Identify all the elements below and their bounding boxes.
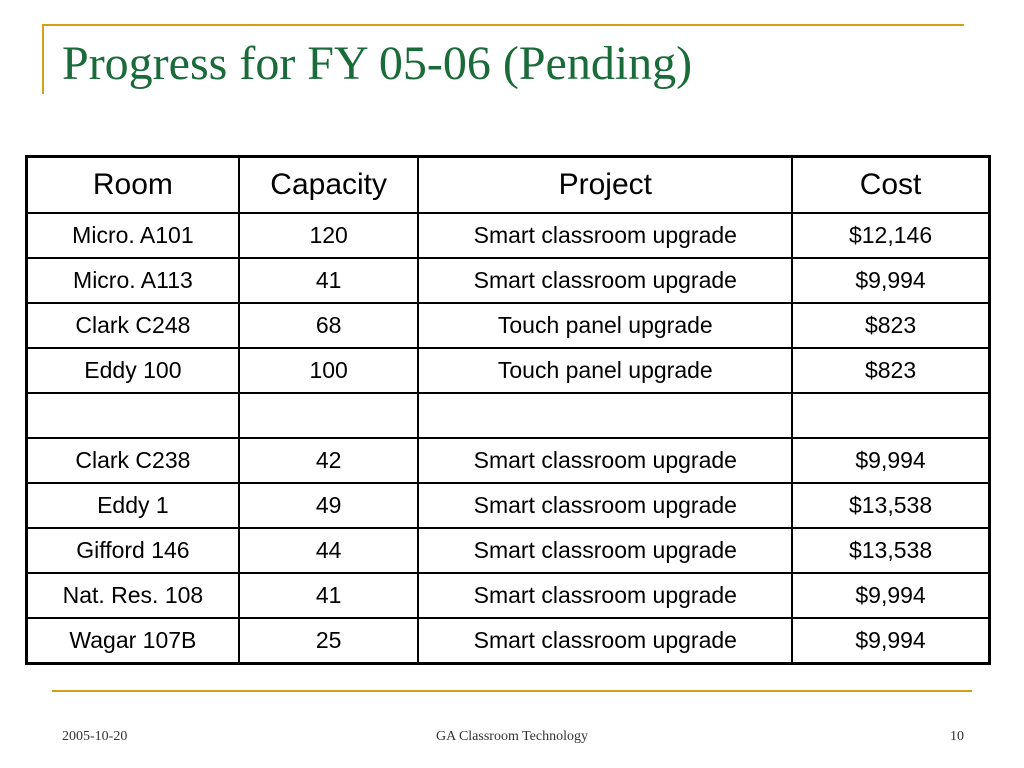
table-row: Micro. A113 41 Smart classroom upgrade $… <box>25 257 991 304</box>
cell-capacity: 100 <box>237 347 420 394</box>
cell-project: Smart classroom upgrade <box>417 437 794 484</box>
frame-left-rule <box>42 24 44 94</box>
cell-room: Nat. Res. 108 <box>25 572 240 619</box>
cell-project: Touch panel upgrade <box>417 347 794 394</box>
cell-room: Eddy 1 <box>25 482 240 529</box>
cell-project: Smart classroom upgrade <box>417 617 794 665</box>
header-room: Room <box>25 155 240 214</box>
cell-room: Micro. A113 <box>25 257 240 304</box>
cell-room: Eddy 100 <box>25 347 240 394</box>
slide-title: Progress for FY 05-06 (Pending) <box>62 37 693 90</box>
footer-title: GA Classroom Technology <box>436 729 588 744</box>
header-cost: Cost <box>791 155 991 214</box>
table-row: Clark C238 42 Smart classroom upgrade $9… <box>25 437 991 484</box>
cell-cost: $9,994 <box>791 617 991 665</box>
page-number: 10 <box>950 729 964 744</box>
cell-capacity: 42 <box>237 437 420 484</box>
cell-capacity: 68 <box>237 302 420 349</box>
cell-room <box>25 392 240 439</box>
cell-capacity <box>237 392 420 439</box>
progress-table: Room Capacity Project Cost Micro. A101 1… <box>25 155 991 665</box>
table-row-empty <box>25 392 991 439</box>
cell-cost: $13,538 <box>791 482 991 529</box>
cell-room: Gifford 146 <box>25 527 240 574</box>
cell-room: Wagar 107B <box>25 617 240 665</box>
cell-capacity: 41 <box>237 257 420 304</box>
cell-cost <box>791 392 991 439</box>
table-row: Eddy 1 49 Smart classroom upgrade $13,53… <box>25 482 991 529</box>
cell-project: Smart classroom upgrade <box>417 572 794 619</box>
cell-cost: $9,994 <box>791 572 991 619</box>
cell-cost: $823 <box>791 302 991 349</box>
cell-cost: $9,994 <box>791 257 991 304</box>
frame-top-rule <box>42 24 964 26</box>
cell-project: Touch panel upgrade <box>417 302 794 349</box>
table-row: Wagar 107B 25 Smart classroom upgrade $9… <box>25 617 991 665</box>
cell-project <box>417 392 794 439</box>
cell-project: Smart classroom upgrade <box>417 527 794 574</box>
footer-rule <box>52 690 972 692</box>
cell-room: Micro. A101 <box>25 212 240 259</box>
footer-date: 2005-10-20 <box>62 729 128 744</box>
cell-cost: $9,994 <box>791 437 991 484</box>
cell-capacity: 25 <box>237 617 420 665</box>
table-row: Eddy 100 100 Touch panel upgrade $823 <box>25 347 991 394</box>
table-header-row: Room Capacity Project Cost <box>25 155 991 214</box>
cell-room: Clark C238 <box>25 437 240 484</box>
cell-cost: $12,146 <box>791 212 991 259</box>
cell-capacity: 49 <box>237 482 420 529</box>
cell-cost: $13,538 <box>791 527 991 574</box>
cell-capacity: 41 <box>237 572 420 619</box>
cell-capacity: 44 <box>237 527 420 574</box>
header-project: Project <box>417 155 794 214</box>
table-row: Micro. A101 120 Smart classroom upgrade … <box>25 212 991 259</box>
table-row: Clark C248 68 Touch panel upgrade $823 <box>25 302 991 349</box>
table-row: Gifford 146 44 Smart classroom upgrade $… <box>25 527 991 574</box>
header-capacity: Capacity <box>237 155 420 214</box>
cell-project: Smart classroom upgrade <box>417 482 794 529</box>
cell-room: Clark C248 <box>25 302 240 349</box>
cell-capacity: 120 <box>237 212 420 259</box>
cell-project: Smart classroom upgrade <box>417 212 794 259</box>
cell-cost: $823 <box>791 347 991 394</box>
cell-project: Smart classroom upgrade <box>417 257 794 304</box>
table-row: Nat. Res. 108 41 Smart classroom upgrade… <box>25 572 991 619</box>
